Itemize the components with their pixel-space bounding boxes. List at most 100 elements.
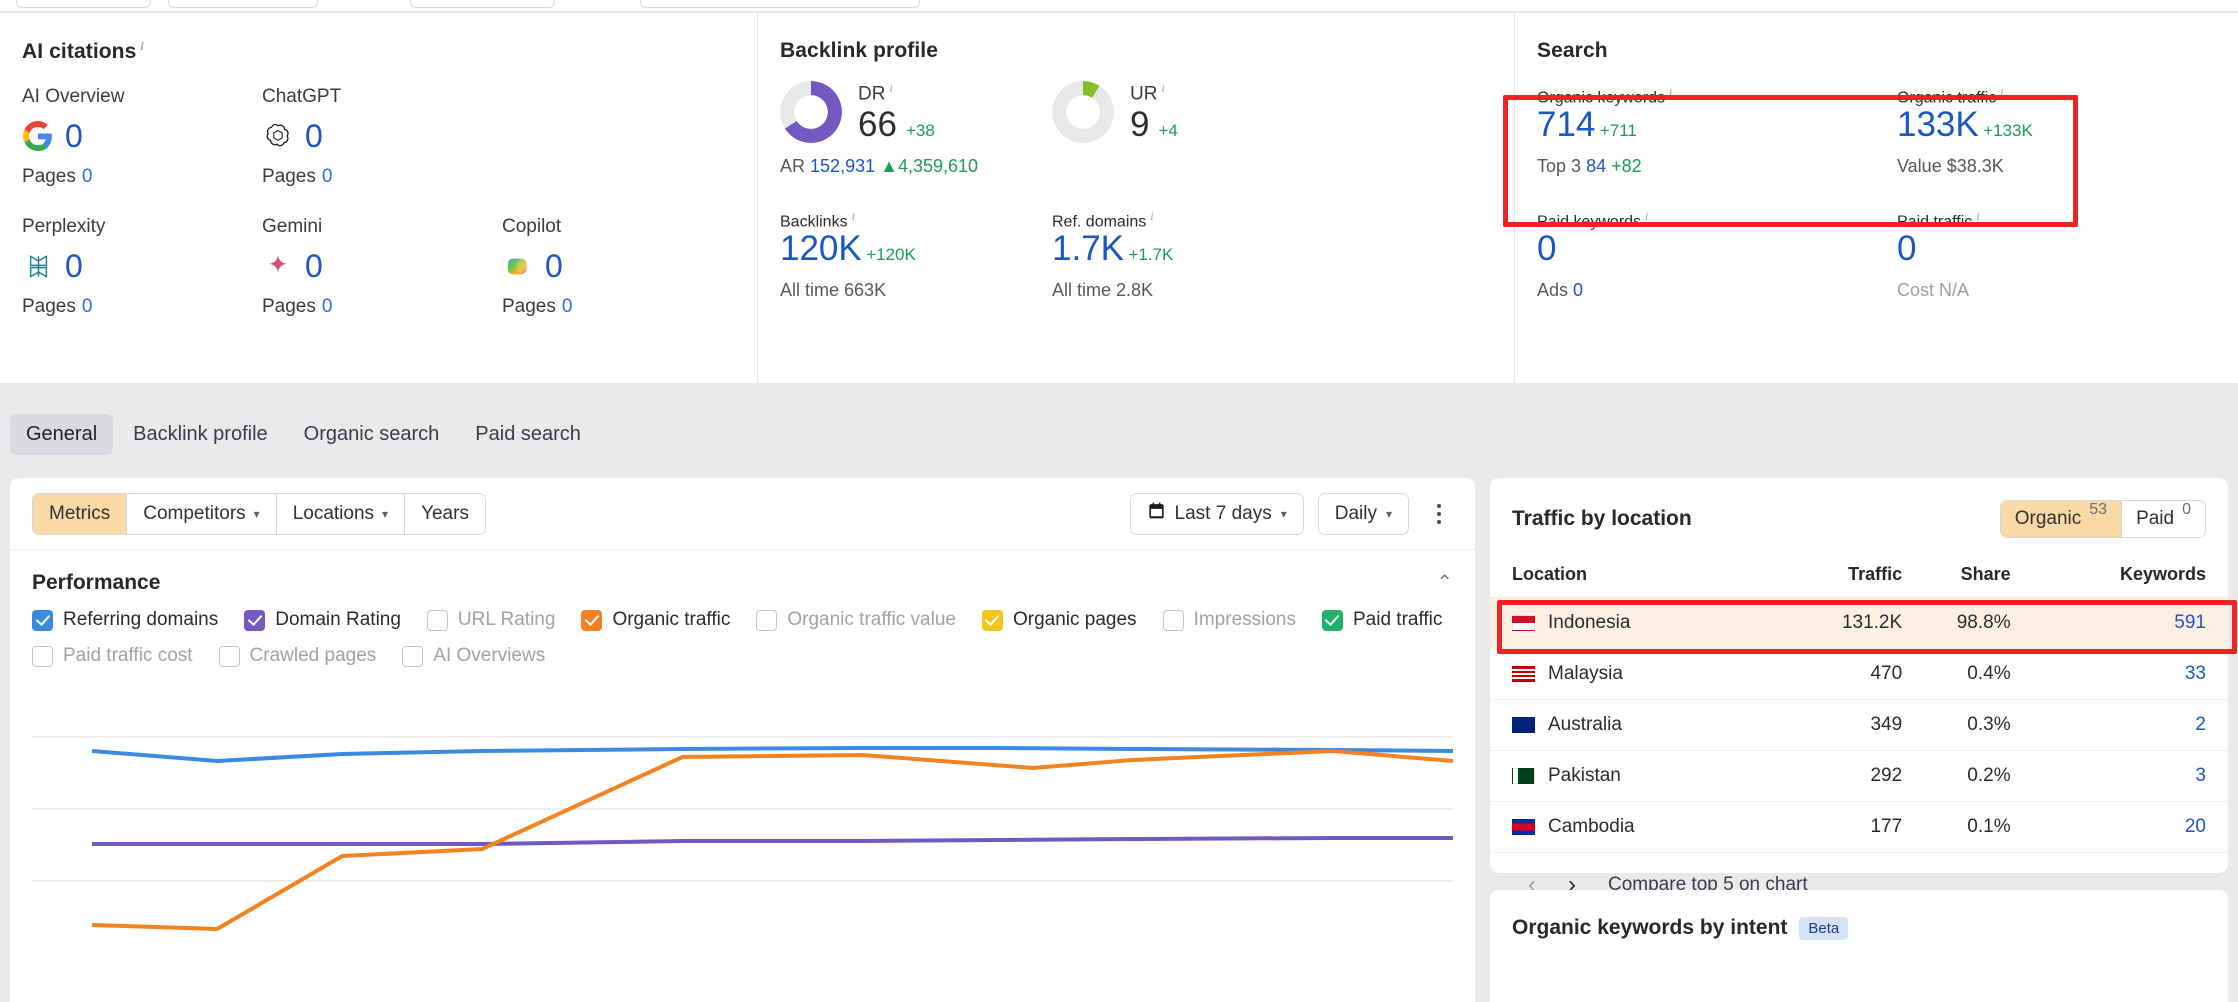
checkbox-paid-traffic-cost[interactable]: [32, 645, 53, 667]
ref-domains-value[interactable]: 1.7K: [1052, 229, 1124, 269]
ar-value[interactable]: 152,931: [810, 156, 876, 177]
checkbox-organic-pages[interactable]: [981, 609, 1003, 631]
next-page-icon[interactable]: ›: [1568, 871, 1576, 898]
ads-value[interactable]: 0: [1573, 280, 1584, 301]
location-name: Indonesia: [1548, 612, 1631, 633]
granularity-picker[interactable]: Daily ▾: [1317, 492, 1409, 535]
tab-organic-search[interactable]: Organic search: [303, 422, 440, 445]
legend-paid-traffic[interactable]: Paid traffic: [1321, 609, 1443, 631]
filter-years[interactable]: Years: [405, 493, 485, 534]
cell-keywords[interactable]: 3: [2010, 750, 2228, 802]
info-icon[interactable]: i: [1161, 81, 1165, 95]
checkbox-url-rating[interactable]: [426, 609, 448, 631]
backlink-counts-row: Backlinks i 120K +120K All time 663K Ref.…: [758, 177, 1514, 301]
checkbox-impressions[interactable]: [1162, 609, 1184, 631]
copilot-pages: Pages 0: [502, 296, 742, 318]
table-row[interactable]: Indonesia 131.2K 98.8% 591: [1490, 597, 2228, 649]
checkbox-paid-traffic[interactable]: [1321, 609, 1343, 631]
top3-value[interactable]: 84: [1586, 156, 1607, 177]
toggle-paid[interactable]: Paid 0: [2122, 501, 2205, 537]
filter-stub-4[interactable]: [640, 0, 920, 8]
legend-domain-rating[interactable]: Domain Rating: [244, 609, 401, 631]
legend-organic-pages[interactable]: Organic pages: [981, 609, 1137, 631]
filter-stub-1[interactable]: [16, 0, 151, 8]
table-row[interactable]: Pakistan 292 0.2% 3: [1490, 750, 2228, 802]
filter-stub-3[interactable]: [410, 0, 555, 8]
tab-paid-search[interactable]: Paid search: [475, 422, 581, 445]
info-icon[interactable]: i: [2000, 85, 2004, 99]
legend-referring-domains[interactable]: Referring domains: [32, 609, 218, 631]
info-icon[interactable]: i: [1645, 209, 1649, 224]
table-header-row: Location Traffic Share Keywords: [1490, 552, 2228, 598]
info-icon[interactable]: i: [851, 209, 855, 224]
organic-keywords-value[interactable]: 714: [1537, 105, 1596, 145]
checkbox-organic-traffic[interactable]: [581, 609, 603, 631]
legend-label: Crawled pages: [249, 645, 377, 666]
compare-top5-link[interactable]: Compare top 5 on chart: [1608, 874, 1808, 895]
date-range-picker[interactable]: Last 7 days ▾: [1129, 492, 1304, 535]
legend-paid-traffic-cost[interactable]: Paid traffic cost: [32, 645, 193, 667]
info-icon[interactable]: i: [889, 81, 893, 95]
filter-metrics[interactable]: Metrics: [33, 493, 128, 534]
top-filter-strip: [0, 0, 2238, 12]
info-icon[interactable]: i: [140, 39, 144, 53]
copilot-value: 0: [545, 248, 563, 284]
table-row[interactable]: Australia 349 0.3% 2: [1490, 699, 2228, 751]
paid-keywords-value[interactable]: 0: [1537, 229, 1557, 269]
legend-url-rating[interactable]: URL Rating: [426, 609, 555, 631]
paid-traffic-label: Paid traffic i: [1897, 209, 2227, 231]
kebab-menu-icon[interactable]: [1425, 493, 1453, 535]
cell-keywords[interactable]: 33: [2010, 648, 2228, 700]
legend-label: Organic traffic: [612, 609, 731, 630]
filter-locations[interactable]: Locations ▾: [276, 493, 406, 534]
col-share[interactable]: Share: [1902, 552, 2011, 598]
prev-page-icon[interactable]: ‹: [1528, 871, 1536, 898]
checkbox-crawled-pages[interactable]: [218, 645, 240, 667]
toggle-organic-count: 53: [2089, 501, 2108, 518]
performance-toolbar: Metrics Competitors ▾ Locations ▾ Years: [10, 478, 1475, 550]
filter-stub-2[interactable]: [168, 0, 318, 8]
paid-traffic-value[interactable]: 0: [1897, 229, 1917, 269]
table-row[interactable]: Malaysia 470 0.4% 33: [1490, 648, 2228, 700]
organic-traffic-value[interactable]: 133K: [1897, 105, 1979, 145]
backlink-profile-title-text: Backlink profile: [780, 39, 938, 62]
info-icon[interactable]: i: [1976, 209, 1980, 224]
alltime-value: 663K: [844, 280, 887, 301]
legend-crawled-pages[interactable]: Crawled pages: [218, 645, 377, 667]
checkbox-organic-traffic-value[interactable]: [756, 609, 778, 631]
legend-ai-overviews[interactable]: AI Overviews: [402, 645, 545, 667]
dr-delta: +38: [905, 121, 935, 141]
performance-chart[interactable]: [32, 689, 1454, 954]
backlink-rating-row: DR i 66 +38 AR 152,931 ▲4,359,610: [758, 63, 1514, 177]
legend-label: Paid traffic: [1352, 609, 1443, 630]
col-location[interactable]: Location: [1490, 552, 1781, 598]
cell-keywords[interactable]: 2: [2010, 699, 2228, 751]
info-icon[interactable]: i: [1669, 85, 1673, 99]
backlinks-value[interactable]: 120K: [780, 229, 862, 269]
filter-competitors[interactable]: Competitors ▾: [127, 493, 277, 534]
chevron-up-icon[interactable]: ⌃: [1436, 572, 1453, 594]
checkbox-domain-rating[interactable]: [244, 609, 266, 631]
cell-keywords[interactable]: 591: [2010, 597, 2228, 649]
cell-keywords[interactable]: 20: [2010, 801, 2228, 853]
toggle-paid-label: Paid: [2136, 508, 2175, 529]
tab-backlink-profile[interactable]: Backlink profile: [133, 422, 268, 445]
traffic-type-toggle: Organic 53 Paid 0: [1999, 500, 2206, 538]
col-keywords[interactable]: Keywords: [2010, 552, 2228, 598]
col-traffic[interactable]: Traffic: [1780, 552, 1903, 598]
checkbox-ai-overviews[interactable]: [402, 645, 424, 667]
legend-impressions[interactable]: Impressions: [1162, 609, 1296, 631]
paid-keywords-ads: Ads 0: [1537, 280, 1897, 301]
legend-organic-traffic[interactable]: Organic traffic: [581, 609, 730, 631]
legend-label: AI Overviews: [433, 645, 546, 666]
info-icon[interactable]: i: [1150, 209, 1154, 224]
tab-general[interactable]: General: [10, 413, 114, 455]
toggle-organic[interactable]: Organic 53: [2000, 501, 2123, 537]
legend-organic-traffic-value[interactable]: Organic traffic value: [756, 609, 956, 631]
checkbox-referring-domains[interactable]: [32, 609, 53, 631]
ar-arrow: ▲: [880, 156, 898, 177]
table-row[interactable]: Cambodia 177 0.1% 20: [1490, 801, 2228, 853]
flag-au-icon: [1512, 717, 1535, 733]
calendar-icon: [1147, 501, 1166, 526]
backlinks-label: Backlinks i: [780, 209, 1052, 231]
